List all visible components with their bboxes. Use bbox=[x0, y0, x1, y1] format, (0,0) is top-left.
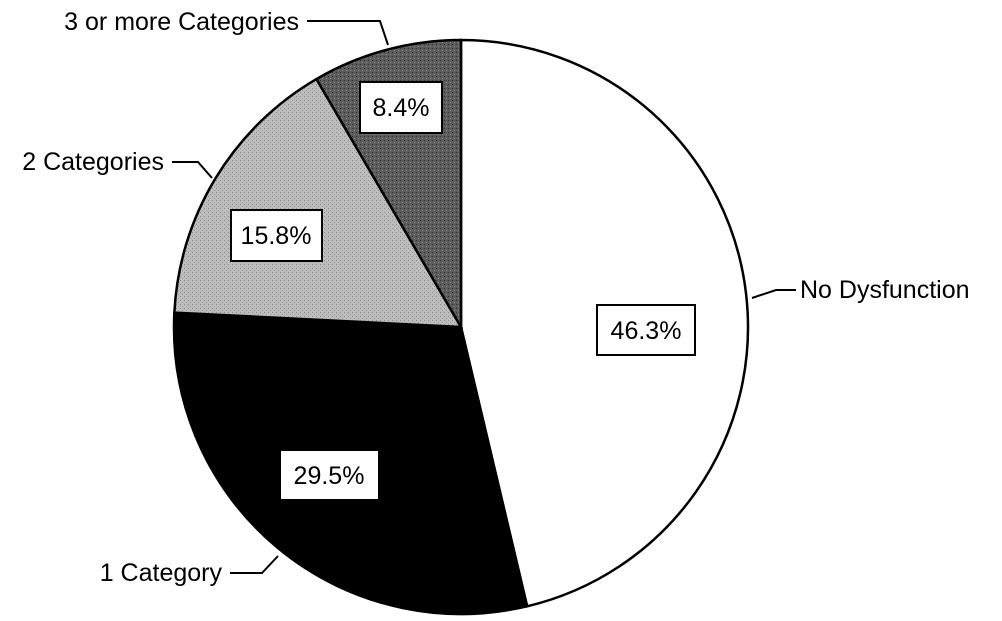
slice-label-1-category: 1 Category bbox=[100, 559, 223, 587]
pie-slice-2-categories bbox=[173, 77, 464, 329]
pie-slices bbox=[172, 38, 750, 616]
value-label-1-category: 29.5% bbox=[294, 462, 365, 490]
value-box-no-dysfunction bbox=[596, 304, 696, 356]
value-label-3-or-more-categories: 8.4% bbox=[373, 94, 430, 122]
value-label-2-categories: 15.8% bbox=[241, 222, 312, 250]
leader-lines bbox=[172, 20, 796, 574]
leader-line-no-dysfunction bbox=[751, 289, 796, 299]
value-label-no-dysfunction: 46.3% bbox=[611, 317, 682, 345]
leader-line-1-category bbox=[230, 555, 279, 574]
value-box-3-or-more-categories bbox=[359, 81, 443, 134]
slice-label-3-or-more-categories: 3 or more Categories bbox=[64, 8, 299, 36]
slice-label-2-categories: 2 Categories bbox=[22, 148, 164, 176]
slice-labels: No Dysfunction 1 Category 2 Categories 3 or… bbox=[22, 8, 969, 587]
value-box-1-category bbox=[279, 449, 380, 501]
value-labels: 46.3% 29.5% 15.8% 8.4% bbox=[230, 81, 696, 501]
value-box-2-categories bbox=[230, 209, 323, 262]
leader-line-2-categories bbox=[172, 161, 213, 179]
slice-label-no-dysfunction: No Dysfunction bbox=[800, 276, 970, 304]
leader-line-3-or-more-categories bbox=[307, 20, 389, 46]
